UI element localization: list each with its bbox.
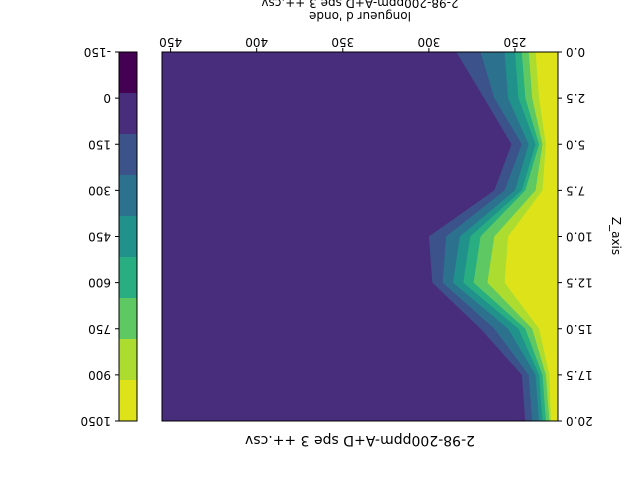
x-axis-label: longueur d 'onde xyxy=(309,9,411,23)
x-tick-label: 300 xyxy=(417,35,440,49)
colorbar-tick-label: 0 xyxy=(103,91,111,105)
chart-title: 2-98-200ppm-A+D spe 3 ++.csv xyxy=(245,432,475,448)
colorbar-tick-label: 150 xyxy=(88,137,111,151)
colorbar-segment xyxy=(119,52,137,94)
colorbar-segment xyxy=(119,298,137,340)
colorbar-segment xyxy=(119,93,137,135)
y-axis: 0.0 2.5 5.0 7.5 10.0 12.5 15.0 17.5 20.0 xyxy=(558,45,593,428)
colorbar-tick-label: 600 xyxy=(88,276,111,290)
colorbar-tick-label: -150 xyxy=(84,45,111,59)
y-tick-label: 0.0 xyxy=(566,45,585,59)
plot-area xyxy=(161,51,559,422)
y-tick-label: 10.0 xyxy=(566,230,593,244)
colorbar-segment xyxy=(119,175,137,217)
y-tick-label: 7.5 xyxy=(566,183,585,197)
colorbar-segment xyxy=(119,216,137,258)
colorbar-tick-label: 300 xyxy=(88,183,111,197)
x-tick-label: 400 xyxy=(245,35,268,49)
colorbar: -150 0 150 300 450 600 750 900 1050 xyxy=(80,45,138,428)
colorbar-segment xyxy=(119,134,137,176)
contour-band-7 xyxy=(504,52,558,421)
colorbar-segment xyxy=(119,257,137,299)
colorbar-tick-label: 750 xyxy=(88,322,111,336)
y-tick-label: 5.0 xyxy=(566,137,585,151)
y-tick-label: 12.5 xyxy=(566,276,593,290)
y-axis-label: Z_axis xyxy=(609,217,623,255)
x-tick-label: 450 xyxy=(159,35,182,49)
x-tick-label: 250 xyxy=(504,35,527,49)
y-tick-label: 2.5 xyxy=(566,91,585,105)
y-tick-label: 15.0 xyxy=(566,322,593,336)
chart-title-top: 2-98-200ppm-A+D spe 3 ++.csv xyxy=(261,0,458,10)
colorbar-tick-label: 1050 xyxy=(80,414,111,428)
colorbar-segment xyxy=(119,339,137,381)
y-tick-label: 20.0 xyxy=(566,414,593,428)
x-axis: 450 400 350 300 250 xyxy=(159,35,526,52)
colorbar-segment xyxy=(119,380,137,422)
y-tick-label: 17.5 xyxy=(566,368,593,382)
colorbar-tick-label: 450 xyxy=(88,230,111,244)
x-tick-label: 350 xyxy=(331,35,354,49)
colorbar-tick-label: 900 xyxy=(88,368,111,382)
